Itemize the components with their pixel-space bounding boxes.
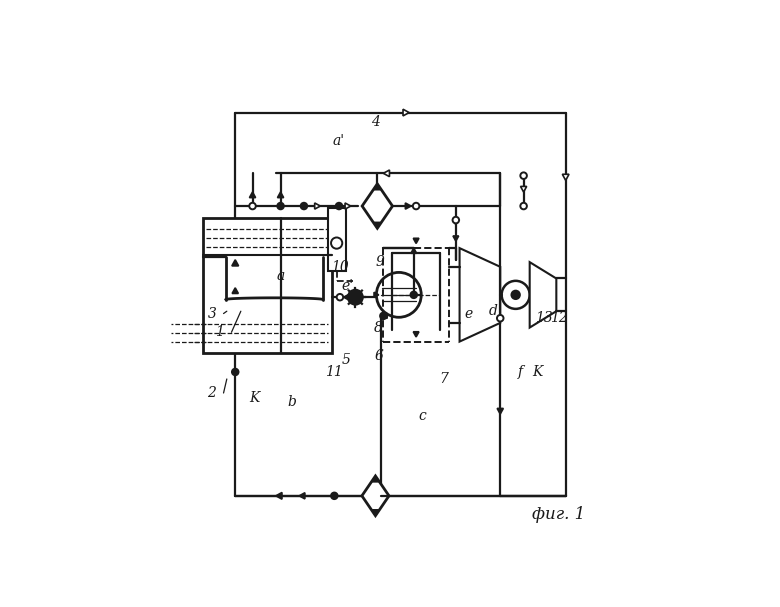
Polygon shape: [232, 288, 239, 293]
Text: 2: 2: [207, 386, 216, 400]
Polygon shape: [453, 236, 459, 241]
Circle shape: [331, 492, 338, 499]
Circle shape: [232, 368, 239, 375]
Circle shape: [410, 291, 417, 298]
Polygon shape: [562, 174, 569, 180]
Circle shape: [278, 203, 284, 209]
Circle shape: [512, 291, 519, 299]
Polygon shape: [497, 409, 503, 414]
Text: e: e: [465, 307, 473, 320]
Circle shape: [250, 203, 256, 209]
Text: b: b: [288, 395, 296, 409]
Polygon shape: [411, 248, 417, 253]
Circle shape: [348, 290, 363, 305]
Text: 9: 9: [376, 255, 385, 269]
Polygon shape: [362, 184, 392, 228]
Polygon shape: [453, 220, 459, 225]
Text: 10: 10: [332, 260, 349, 274]
Polygon shape: [372, 476, 378, 482]
Polygon shape: [232, 260, 239, 266]
Circle shape: [331, 237, 342, 249]
Circle shape: [335, 203, 342, 209]
Polygon shape: [276, 492, 282, 499]
Polygon shape: [459, 248, 500, 342]
Polygon shape: [382, 313, 387, 319]
Text: 13: 13: [535, 311, 552, 325]
Polygon shape: [384, 170, 389, 177]
Text: K: K: [249, 391, 259, 405]
Text: K: K: [533, 365, 543, 379]
Polygon shape: [413, 332, 419, 337]
Polygon shape: [403, 109, 409, 116]
Polygon shape: [374, 184, 381, 189]
Circle shape: [497, 315, 504, 322]
Polygon shape: [372, 510, 378, 515]
Text: 7: 7: [440, 372, 448, 386]
Text: фиг. 1: фиг. 1: [532, 506, 585, 523]
Text: 3: 3: [207, 307, 216, 320]
Text: 6: 6: [374, 348, 383, 362]
Circle shape: [337, 294, 343, 300]
Polygon shape: [345, 203, 351, 209]
Circle shape: [300, 203, 307, 209]
Polygon shape: [344, 294, 349, 300]
Text: a': a': [333, 134, 345, 148]
Polygon shape: [362, 476, 389, 516]
FancyBboxPatch shape: [328, 208, 346, 271]
Circle shape: [377, 273, 421, 317]
Polygon shape: [530, 262, 556, 328]
Circle shape: [520, 172, 526, 179]
Text: 4: 4: [371, 115, 380, 129]
Text: e': e': [342, 279, 353, 293]
Text: a: a: [276, 269, 285, 283]
Text: d: d: [489, 304, 498, 318]
Polygon shape: [406, 203, 411, 209]
Circle shape: [502, 281, 530, 309]
Circle shape: [413, 203, 420, 209]
Polygon shape: [374, 222, 381, 228]
FancyBboxPatch shape: [203, 218, 332, 353]
Polygon shape: [278, 192, 284, 198]
Circle shape: [520, 203, 526, 209]
Polygon shape: [413, 239, 419, 243]
Text: f: f: [518, 365, 523, 379]
Text: 8: 8: [374, 320, 383, 334]
Text: 11: 11: [325, 365, 343, 379]
Text: 1: 1: [215, 325, 224, 339]
Text: 5: 5: [342, 353, 350, 367]
Polygon shape: [250, 192, 256, 198]
Polygon shape: [520, 186, 526, 192]
Polygon shape: [314, 203, 321, 209]
Circle shape: [380, 313, 387, 319]
Polygon shape: [374, 293, 379, 297]
Text: c: c: [418, 409, 426, 423]
Polygon shape: [300, 493, 305, 499]
Circle shape: [452, 217, 459, 223]
Text: 12: 12: [550, 311, 568, 325]
